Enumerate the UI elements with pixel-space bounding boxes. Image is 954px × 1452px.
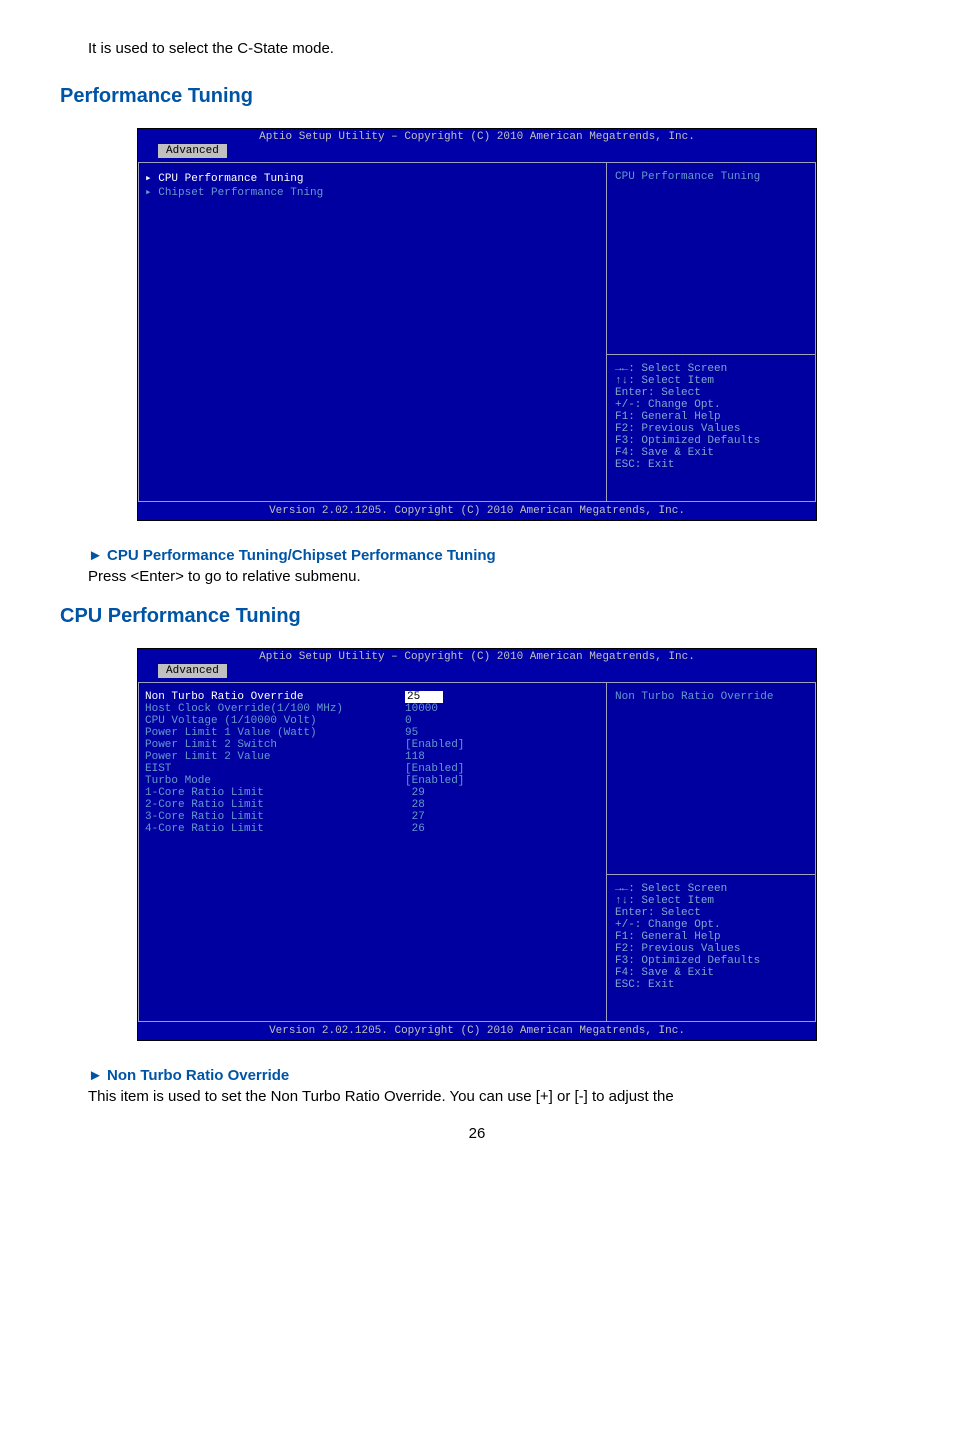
bios-keys-pane-2: →←: Select Screen ↑↓: Select Item Enter:… [607, 875, 815, 1021]
triangle-marker-icon: ► [88, 1067, 103, 1084]
section-title-cpu-perf: CPU Performance Tuning [60, 605, 894, 628]
bios-option-value: 0 [405, 715, 600, 727]
bios-option-chipset-perf: ▸ Chipset Performance Tning [145, 185, 600, 199]
bios-help-pane-2: Non Turbo Ratio Override [607, 683, 815, 875]
bios-footer-2: Version 2.02.1205. Copyright (C) 2010 Am… [138, 1022, 816, 1040]
key-enter-2: Enter: Select [615, 907, 807, 919]
bios-option-label: Power Limit 2 Switch [145, 739, 405, 751]
bios-option-value: 118 [405, 751, 600, 763]
bios-option-row: Non Turbo Ratio Override25 [145, 691, 600, 703]
key-select-screen: →←: Select Screen [615, 363, 807, 375]
bios-option-row: Power Limit 1 Value (Watt)95 [145, 727, 600, 739]
bios-option-row: Turbo Mode[Enabled] [145, 775, 600, 787]
key-f2-2: F2: Previous Values [615, 943, 807, 955]
bios-title-2: Aptio Setup Utility – Copyright (C) 2010… [138, 649, 816, 664]
bios-option-value: [Enabled] [405, 739, 600, 751]
bios-option-label: 4-Core Ratio Limit [145, 823, 405, 835]
bios-options-pane: ▸ CPU Performance Tuning ▸ Chipset Perfo… [138, 162, 606, 502]
bios-options-pane-2: Non Turbo Ratio Override25Host Clock Ove… [138, 682, 606, 1022]
bios-help-text-2: Non Turbo Ratio Override [615, 691, 807, 703]
key-esc: ESC: Exit [615, 459, 807, 471]
bios-option-row: Power Limit 2 Switch[Enabled] [145, 739, 600, 751]
bios-option-value: [Enabled] [405, 775, 600, 787]
key-f4: F4: Save & Exit [615, 447, 807, 459]
key-f1-2: F1: General Help [615, 931, 807, 943]
key-change: +/-: Change Opt. [615, 399, 807, 411]
key-f3: F3: Optimized Defaults [615, 435, 807, 447]
bios-option-cpu-perf: ▸ CPU Performance Tuning [145, 171, 600, 185]
option-non-turbo-heading: ► Non Turbo Ratio Override [88, 1067, 894, 1084]
bios-option-label: EIST [145, 763, 405, 775]
bios-option-row: Host Clock Override(1/100 MHz)10000 [145, 703, 600, 715]
bios-option-label: Turbo Mode [145, 775, 405, 787]
bios-option-label: 1-Core Ratio Limit [145, 787, 405, 799]
key-change-2: +/-: Change Opt. [615, 919, 807, 931]
bios-option-value: 29 [405, 787, 600, 799]
bios-option-row: Power Limit 2 Value118 [145, 751, 600, 763]
option-non-turbo-body: This item is used to set the Non Turbo R… [88, 1088, 894, 1105]
key-enter: Enter: Select [615, 387, 807, 399]
key-select-screen-2: →←: Select Screen [615, 883, 807, 895]
key-select-item: ↑↓: Select Item [615, 375, 807, 387]
bios-screenshot-2: Aptio Setup Utility – Copyright (C) 2010… [137, 648, 817, 1041]
bios-option-row: 1-Core Ratio Limit 29 [145, 787, 600, 799]
bios-option-label: Power Limit 1 Value (Watt) [145, 727, 405, 739]
option-cpu-chipset-body: Press <Enter> to go to relative submenu. [88, 568, 894, 585]
bios-help-text: CPU Performance Tuning [615, 171, 807, 183]
option-heading-text-2: Non Turbo Ratio Override [107, 1067, 289, 1084]
bios-option-label: Non Turbo Ratio Override [145, 691, 405, 703]
option-cpu-chipset-heading: ► CPU Performance Tuning/Chipset Perform… [88, 547, 894, 564]
intro-text: It is used to select the C-State mode. [88, 40, 894, 57]
key-f3-2: F3: Optimized Defaults [615, 955, 807, 967]
bios-keys-pane: →←: Select Screen ↑↓: Select Item Enter:… [607, 355, 815, 501]
bios-option-label: Power Limit 2 Value [145, 751, 405, 763]
section-title-performance-tuning: Performance Tuning [60, 85, 894, 108]
key-f4-2: F4: Save & Exit [615, 967, 807, 979]
bios-footer: Version 2.02.1205. Copyright (C) 2010 Am… [138, 502, 816, 520]
key-f1: F1: General Help [615, 411, 807, 423]
bios-screenshot-1: Aptio Setup Utility – Copyright (C) 2010… [137, 128, 817, 521]
bios-option-label: CPU Voltage (1/10000 Volt) [145, 715, 405, 727]
bios-option-row: 4-Core Ratio Limit 26 [145, 823, 600, 835]
bios-option-value: 95 [405, 727, 600, 739]
key-f2: F2: Previous Values [615, 423, 807, 435]
bios-option-value: 26 [405, 823, 600, 835]
bios-option-value: 25 [405, 691, 600, 703]
bios-option-row: EIST[Enabled] [145, 763, 600, 775]
bios-option-label: 2-Core Ratio Limit [145, 799, 405, 811]
bios-option-row: 3-Core Ratio Limit 27 [145, 811, 600, 823]
page-number: 26 [60, 1125, 894, 1142]
bios-tabs-2: Advanced [138, 664, 816, 682]
bios-option-label: Host Clock Override(1/100 MHz) [145, 703, 405, 715]
bios-option-row: 2-Core Ratio Limit 28 [145, 799, 600, 811]
key-esc-2: ESC: Exit [615, 979, 807, 991]
bios-option-value: 27 [405, 811, 600, 823]
bios-tab-advanced: Advanced [158, 144, 227, 158]
bios-option-value: [Enabled] [405, 763, 600, 775]
bios-help-pane: CPU Performance Tuning [607, 163, 815, 355]
bios-tabs: Advanced [138, 144, 816, 162]
option-heading-text: CPU Performance Tuning/Chipset Performan… [107, 547, 496, 564]
bios-tab-advanced-2: Advanced [158, 664, 227, 678]
bios-option-row: CPU Voltage (1/10000 Volt)0 [145, 715, 600, 727]
bios-option-value: 10000 [405, 703, 600, 715]
bios-option-label: 3-Core Ratio Limit [145, 811, 405, 823]
triangle-marker-icon: ► [88, 547, 103, 564]
key-select-item-2: ↑↓: Select Item [615, 895, 807, 907]
bios-title: Aptio Setup Utility – Copyright (C) 2010… [138, 129, 816, 144]
bios-option-value: 28 [405, 799, 600, 811]
